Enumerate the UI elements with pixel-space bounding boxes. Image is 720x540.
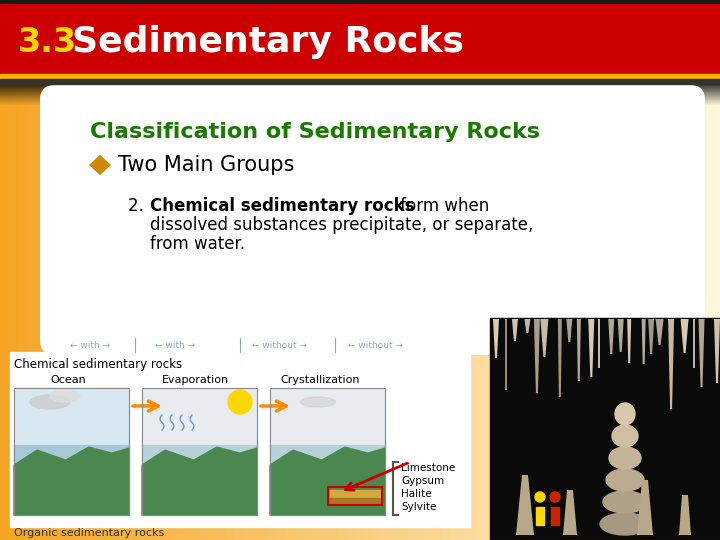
Ellipse shape [600,513,650,535]
Text: Organic sedimentary rocks: Organic sedimentary rocks [14,528,164,538]
Polygon shape [598,319,600,368]
Text: Chemical sedimentary rocks: Chemical sedimentary rocks [14,358,182,371]
Bar [328,487,382,505]
Text: 2.: 2. [128,197,149,215]
Bar [0,74,720,79]
Text: form when: form when [395,197,490,215]
Bar [142,445,257,515]
Bar [0,4,720,74]
Bar [270,388,385,515]
Bar [14,388,129,515]
Bar [270,445,385,515]
Polygon shape [505,319,508,390]
Polygon shape [642,319,646,364]
Polygon shape [608,319,614,354]
Bar [330,490,380,498]
Bar [490,318,720,540]
Polygon shape [693,319,695,368]
Polygon shape [270,447,385,515]
Polygon shape [512,319,518,341]
Polygon shape [567,319,572,342]
Ellipse shape [609,447,641,469]
Bar [0,79,720,84]
Bar [551,507,559,525]
Bar [270,388,385,515]
Text: Chemical sedimentary rocks: Chemical sedimentary rocks [150,197,415,215]
Ellipse shape [603,491,647,513]
Ellipse shape [612,425,638,447]
Text: ← without →: ← without → [253,341,307,349]
Bar [14,445,129,515]
Text: ← without →: ← without → [348,341,402,349]
Bar [142,388,257,515]
Text: Halite: Halite [401,489,431,499]
Polygon shape [680,319,688,353]
Bar [142,388,257,515]
Circle shape [535,492,545,502]
Polygon shape [668,319,674,409]
Polygon shape [679,495,691,535]
Text: dissolved substances precipitate, or separate,: dissolved substances precipitate, or sep… [150,216,534,234]
Polygon shape [89,155,111,175]
Bar [536,507,544,525]
Circle shape [550,492,560,502]
Polygon shape [14,447,129,515]
Text: Gypsum: Gypsum [401,476,444,486]
Text: Evaporation: Evaporation [161,375,228,385]
Ellipse shape [50,390,80,402]
Polygon shape [142,447,257,515]
Ellipse shape [606,469,644,491]
Text: 3.3: 3.3 [18,25,77,58]
Polygon shape [524,319,531,333]
Text: Two Main Groups: Two Main Groups [118,155,294,175]
Polygon shape [577,319,581,381]
Text: Crystallization: Crystallization [280,375,360,385]
Polygon shape [648,319,654,354]
Text: Limestone: Limestone [401,463,455,473]
Ellipse shape [615,403,635,425]
Bar [330,498,380,503]
Ellipse shape [300,397,336,407]
Polygon shape [516,475,534,535]
Bar [10,352,470,527]
Text: ← with →: ← with → [70,341,110,349]
Polygon shape [541,319,549,357]
Ellipse shape [30,395,70,409]
FancyBboxPatch shape [40,85,705,355]
Polygon shape [698,319,705,387]
Polygon shape [563,490,577,535]
Polygon shape [656,319,664,345]
Polygon shape [618,319,624,352]
Polygon shape [714,319,720,383]
Text: Sylvite: Sylvite [401,502,436,512]
Text: ← with →: ← with → [155,341,195,349]
Bar [14,388,129,515]
Text: Classification of Sedimentary Rocks: Classification of Sedimentary Rocks [90,122,540,142]
Text: Sedimentary Rocks: Sedimentary Rocks [72,25,464,59]
Polygon shape [558,319,562,397]
Polygon shape [493,319,499,358]
Text: Ocean: Ocean [50,375,86,385]
Bar [0,0,720,4]
Polygon shape [534,319,540,393]
Polygon shape [588,319,594,377]
Polygon shape [637,480,653,535]
Circle shape [228,390,252,414]
Text: from water.: from water. [150,235,245,253]
Polygon shape [627,319,631,363]
